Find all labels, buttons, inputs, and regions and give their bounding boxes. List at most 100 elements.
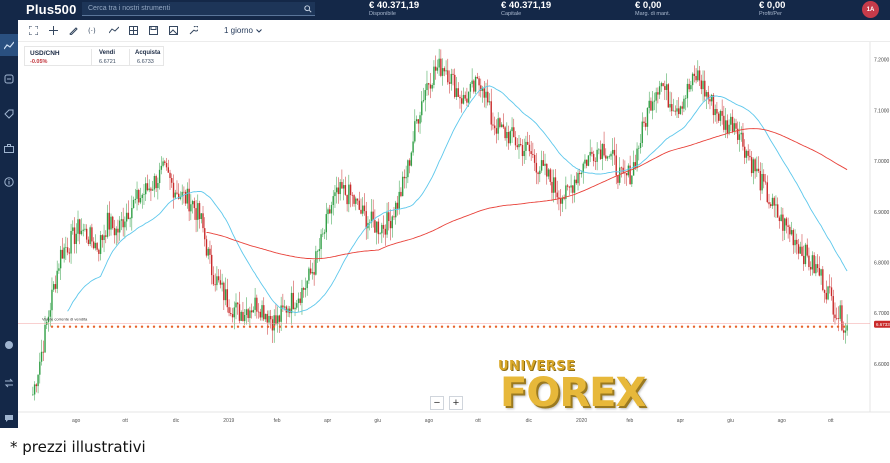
candle-body [789,226,791,235]
sidebar-item-swap[interactable] [0,372,18,394]
candle-body [153,175,156,190]
candle-body [547,169,550,177]
search-icon[interactable] [301,2,315,16]
candle-body [761,174,763,191]
sidebar-item-info[interactable] [0,171,18,193]
order-line-dot [362,325,366,328]
candle-body [618,167,621,183]
candle-body [309,268,312,274]
settings-button[interactable] [187,24,200,37]
candle-body [790,230,793,235]
buy-price[interactable]: 6.6733 [137,59,154,65]
snapshot-button[interactable] [167,24,180,37]
instrument-search[interactable]: Cerca tra i nostri strumenti [82,2,315,16]
candle-body [721,111,723,116]
candle-body [356,198,359,201]
candle-body [422,100,425,102]
candle-body [631,175,633,185]
order-line-dot [626,325,630,328]
candle-body [636,148,638,169]
candle-body [629,165,631,185]
sidebar-item-chart[interactable] [0,34,18,56]
candle-body [712,94,715,116]
candle-body [360,209,362,214]
chart-icon [4,41,14,49]
crosshair-button[interactable] [47,24,60,37]
zoom-in-button[interactable]: + [449,396,463,410]
candle-body [837,318,840,319]
time-tick-label: ott [828,418,834,424]
save-button[interactable] [147,24,160,37]
period-label: 1 giorno [224,26,253,35]
candle-body [112,216,114,229]
order-line-dot [836,325,840,328]
candle-body [544,163,546,166]
order-line-dot [686,325,690,328]
candle-body [306,280,308,289]
indicators-button[interactable]: (·) [87,24,100,37]
candle-body [410,152,413,166]
candle-body [726,120,729,134]
candle-body [167,167,169,173]
candle-body [556,192,558,198]
trend-button[interactable] [107,24,120,37]
candle-body [766,182,768,203]
sidebar-item-chat[interactable] [0,407,18,429]
candle-body [520,144,522,146]
candle-body [275,315,277,325]
sidebar-item-portfolio[interactable] [0,137,18,159]
candle-body [794,239,796,246]
order-line-dot [314,325,318,328]
order-line-dot [434,325,438,328]
order-line-dot [674,325,678,328]
order-line-dot [722,325,726,328]
candle-body [393,216,395,218]
sidebar-item-toggle[interactable] [0,334,18,356]
order-line-dot [194,325,198,328]
candle-body [823,290,826,293]
candle-body [110,216,112,230]
order-line-dot [830,325,834,328]
candle-body [488,101,491,103]
draw-button[interactable] [67,24,80,37]
layout-button[interactable] [127,24,140,37]
candle-body [257,311,260,313]
candle-body [752,159,755,174]
candle-body [565,185,567,199]
order-line-dot [416,325,420,328]
order-line-dot [806,325,810,328]
candle-body [118,220,121,233]
candle-body [334,192,336,197]
plus500-logo[interactable]: Plus500 [26,2,77,17]
sell-price[interactable]: 6.6721 [99,59,116,65]
user-avatar[interactable]: 1A [862,1,879,18]
sidebar-item-tag[interactable] [0,103,18,125]
candle-body [85,228,88,240]
candle-body [839,305,841,319]
time-tick-label: apr [677,418,685,424]
order-line-label: Valore corrente di vendita [42,317,88,322]
order-line-dot [788,325,792,328]
fullscreen-button[interactable] [27,24,40,37]
order-line-dot [104,325,108,328]
order-line-dot [284,325,288,328]
candle-body [276,315,279,325]
candle-body [47,316,50,323]
search-input[interactable]: Cerca tra i nostri strumenti [88,5,171,12]
sidebar-item-exchange[interactable] [0,68,18,90]
chart-toolbar: (·) 1 giorno [18,20,890,42]
order-line-dot [206,325,210,328]
zoom-out-button[interactable]: − [430,396,444,410]
candle-body [113,228,116,236]
order-line-dot [584,325,588,328]
tag-icon [4,109,14,119]
price-chart[interactable]: 7.2000 7.1000 7.0000 6.9000 6.8000 6.7000 6.60… [18,42,890,428]
candle-body [622,167,624,173]
stat-equity: € 40.371,19 Capitale [501,0,552,18]
settings-icon [189,26,198,35]
candle-body [523,150,525,157]
candle-body [476,76,479,79]
candle-body [776,204,779,218]
moving-average-long [206,128,848,260]
period-selector[interactable]: 1 giorno [224,26,262,35]
